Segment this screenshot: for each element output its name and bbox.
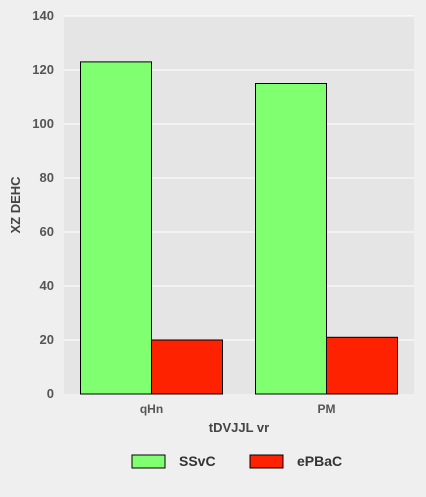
y-tick-label: 140: [32, 8, 54, 23]
bar-SSvC-PM: [255, 83, 327, 395]
x-tick-labels: qHn PM: [140, 402, 336, 416]
x-tick-label: PM: [318, 402, 336, 416]
legend-label: SSvC: [179, 453, 216, 469]
y-tick-label: 120: [32, 62, 54, 77]
y-axis-title: XZ DEHC: [8, 176, 23, 234]
y-tick-label: 20: [40, 332, 54, 347]
y-tick-label: 60: [40, 224, 54, 239]
y-tick-labels: 0 20 40 60 80 100 120 140: [32, 8, 54, 401]
bar-ePBaC-qHn: [151, 339, 223, 395]
legend-swatch: [249, 454, 284, 469]
x-tick-label: qHn: [140, 402, 163, 416]
legend-label: ePBaC: [297, 453, 342, 469]
bar-ePBaC-PM: [326, 336, 398, 395]
x-axis-title: tDVJJL vr: [209, 420, 269, 435]
legend-swatch: [131, 454, 166, 469]
bars: [80, 61, 398, 395]
bar-SSvC-qHn: [80, 61, 152, 395]
y-tick-label: 40: [40, 278, 54, 293]
y-tick-label: 80: [40, 170, 54, 185]
y-tick-label: 100: [32, 116, 54, 131]
legend: SSvC ePBaC: [131, 453, 342, 469]
y-tick-label: 0: [47, 386, 54, 401]
